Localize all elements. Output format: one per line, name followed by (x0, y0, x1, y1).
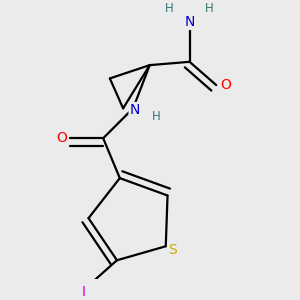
Text: N: N (130, 103, 140, 117)
Text: O: O (221, 78, 232, 92)
Text: N: N (184, 15, 195, 29)
Text: H: H (165, 2, 174, 15)
Text: H: H (152, 110, 161, 123)
Text: O: O (56, 131, 67, 145)
Text: H: H (205, 2, 214, 15)
Text: S: S (168, 243, 177, 256)
Text: I: I (82, 285, 86, 299)
